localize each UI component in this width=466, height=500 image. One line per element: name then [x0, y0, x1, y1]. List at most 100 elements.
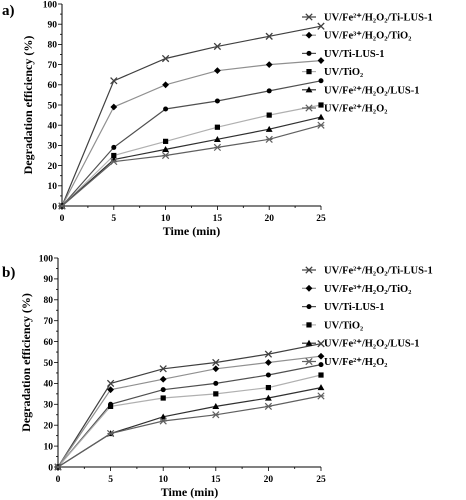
data-point	[58, 202, 66, 210]
legend-marker	[306, 304, 312, 310]
data-point	[106, 379, 115, 388]
legend-marker	[306, 50, 312, 56]
series-line	[57, 355, 322, 468]
data-point	[214, 67, 221, 75]
legend-label: UV/Fe²⁺/H₂O₂/Ti-LUS-1	[324, 13, 433, 24]
legend-label: UV/Fe²⁺/H₂O₂	[324, 357, 387, 368]
data-point	[111, 144, 117, 150]
y-tick-label: 100	[43, 0, 58, 10]
y-tick-label: 100	[39, 254, 54, 264]
data-point	[161, 54, 170, 63]
series-line	[61, 116, 322, 207]
data-point	[265, 384, 271, 391]
x-tick-label: 5	[108, 475, 113, 485]
series-triangle	[54, 384, 325, 470]
data-point	[159, 417, 167, 425]
series-line	[57, 343, 322, 468]
panel-label: b)	[2, 265, 15, 281]
data-point	[213, 42, 222, 51]
x-axis-title: Time (min)	[161, 485, 218, 499]
y-tick-label: 50	[44, 359, 54, 369]
chart-panel-b: b) 0 10 20 30 40 50 60 70 80 90 100 0 5 10 15 20 25 Time (…	[2, 254, 433, 499]
data-point	[214, 135, 221, 142]
y-tick-label: 70	[48, 61, 58, 71]
legend-marker	[305, 86, 313, 93]
data-point	[318, 372, 324, 378]
legend-label: UV/Fe²⁺/H₂O₂/LUS-1	[324, 85, 419, 96]
chart-panel-a: a) 0 10 20 30 40 50 60 70 80 90 100 0 5 10 15 20 25 Time (…	[2, 0, 433, 238]
x-tick-label: 25	[316, 214, 326, 224]
data-point	[317, 352, 325, 360]
data-point	[213, 143, 222, 152]
y-tick-label: 40	[48, 122, 58, 132]
series-line	[57, 387, 322, 468]
data-point	[163, 106, 169, 112]
y-tick-label: 50	[48, 101, 58, 111]
x-tick-label: 20	[264, 214, 274, 224]
data-point	[110, 77, 118, 85]
legend-label: UV/Fe²⁺/H₂O₂/LUS-1	[324, 339, 419, 350]
data-point	[106, 429, 115, 438]
data-point	[318, 362, 324, 368]
x-tick-label: 20	[264, 475, 274, 485]
data-point	[265, 394, 272, 401]
data-point	[266, 112, 272, 118]
legend-label: UV/Fe³⁺/H₂O₂/TiO₂	[324, 31, 411, 42]
series-x	[54, 340, 325, 471]
data-point	[212, 358, 220, 367]
data-point	[160, 395, 166, 401]
data-point	[265, 61, 273, 68]
x-axis-title: Time (min)	[163, 224, 220, 238]
data-point	[266, 88, 272, 94]
data-point	[212, 402, 220, 409]
series-star	[58, 121, 325, 210]
legend-label: UV/Fe²⁺/H₂O₂	[324, 104, 387, 115]
legend-label: UV/Ti-LUS-1	[324, 302, 384, 313]
y-tick-label: 80	[44, 296, 54, 306]
data-point	[265, 135, 273, 143]
data-point	[318, 102, 324, 108]
series-line	[57, 374, 322, 468]
data-point	[163, 138, 169, 144]
y-tick-label: 40	[44, 380, 54, 390]
y-tick-label: 90	[44, 275, 54, 285]
data-point	[213, 380, 219, 386]
data-point	[317, 113, 325, 120]
y-tick-label: 80	[48, 41, 58, 51]
y-tick-label: 20	[44, 422, 54, 432]
series-line	[61, 124, 322, 207]
legend-marker	[306, 69, 312, 75]
y-tick-label: 30	[44, 401, 54, 411]
legend-marker	[305, 284, 313, 292]
legend-marker	[305, 104, 313, 112]
legend-label: UV/TiO₂	[324, 320, 363, 331]
data-point	[265, 372, 271, 378]
x-tick-label: 0	[56, 475, 61, 485]
y-axis-title: Degradation efficiency (%)	[21, 36, 35, 175]
data-point	[212, 411, 220, 419]
legend-label: UV/Fe²⁺/H₂O₂/Ti-LUS-1	[324, 266, 433, 277]
data-point	[214, 124, 220, 130]
x-tick-label: 25	[316, 475, 326, 485]
data-point	[317, 384, 325, 391]
y-tick-label: 10	[44, 442, 54, 452]
data-point	[162, 146, 169, 153]
series-x	[58, 22, 325, 210]
data-point	[110, 157, 118, 166]
data-point	[159, 365, 167, 373]
legend: UV/Fe²⁺/H₂O₂/Ti-LUS-1 UV/Fe³⁺/H₂O₂/TiO₂ UV…	[302, 266, 433, 368]
series-line	[61, 60, 322, 207]
series-line	[61, 80, 322, 207]
series-circle	[55, 362, 324, 470]
data-point	[264, 350, 273, 358]
series-line	[57, 395, 322, 468]
y-tick-label: 20	[48, 162, 58, 172]
data-point	[110, 103, 118, 111]
data-point	[265, 32, 273, 40]
data-point	[107, 386, 114, 394]
data-point	[317, 121, 325, 129]
y-tick-label: 70	[44, 317, 54, 327]
x-tick-label: 10	[161, 214, 171, 224]
y-tick-label: 60	[44, 338, 54, 348]
x-tick-label: 15	[213, 214, 223, 224]
